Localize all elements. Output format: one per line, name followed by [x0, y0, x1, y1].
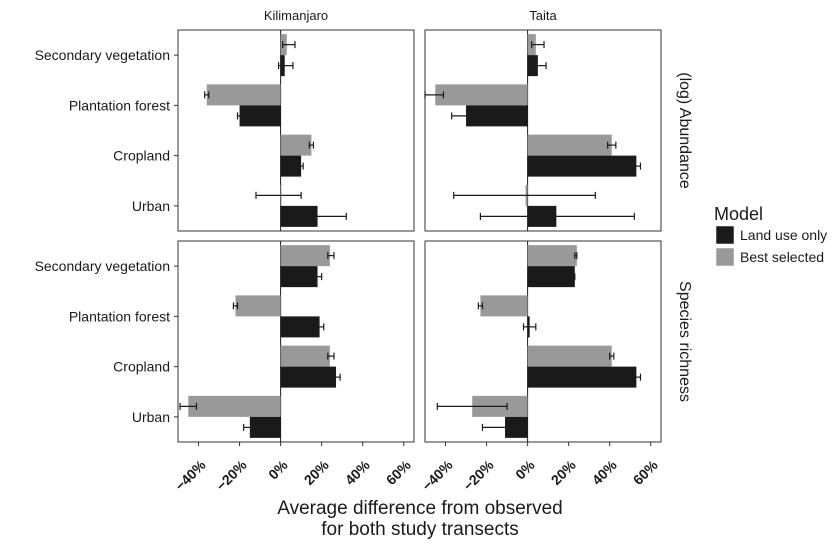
bar-best-selected-plantation-forest [235, 295, 281, 317]
x-tick-label-kilimanjaro-40: 40% [342, 456, 374, 488]
y-tick-label-cropland-species-richness: Cropland [113, 359, 170, 375]
bar-land-use-only-plantation-forest [239, 105, 281, 127]
y-tick-label-cropland-log-abundance: Cropland [113, 148, 170, 164]
bar-land-use-only-secondary-vegetation [280, 266, 318, 288]
x-tick-label-kilimanjaro-20: 20% [301, 456, 333, 488]
bar-land-use-only-cropland [280, 155, 302, 177]
x-tick-label-kilimanjaro--40: −40% [172, 456, 209, 493]
x-tick-label-taita-40: 40% [589, 456, 621, 488]
x-tick-label-kilimanjaro-0: 0% [265, 456, 291, 482]
bar-best-selected-plantation-forest [435, 84, 528, 106]
facet-label-taita: Taita [529, 8, 557, 23]
bar-best-selected-cropland [527, 134, 612, 156]
bar-land-use-only-plantation-forest [280, 316, 320, 338]
legend-label-best-selected: Best selected [740, 249, 824, 265]
bar-best-selected-secondary-vegetation [280, 245, 330, 267]
panel-kilimanjaro-species-richness [177, 240, 415, 443]
y-tick-label-plantation-forest-log-abundance: Plantation forest [69, 97, 170, 113]
bar-land-use-only-secondary-vegetation [527, 266, 575, 288]
x-tick-label-taita--20: −20% [460, 456, 497, 493]
x-tick-label-kilimanjaro-60: 60% [383, 456, 415, 488]
xlabel-line2: for both study transects [321, 519, 519, 540]
y-tick-label-urban-species-richness: Urban [132, 409, 170, 425]
legend-title: Model [714, 204, 763, 224]
bar-best-selected-cropland [527, 345, 612, 367]
bar-land-use-only-cropland [527, 155, 637, 177]
x-tick-label-taita--40: −40% [419, 456, 456, 493]
panel-taita-log-abundance [424, 29, 662, 232]
x-tick-label-taita-60: 60% [630, 456, 662, 488]
xlabel-line1: Average difference from observed [277, 498, 563, 519]
panel-taita-species-richness [424, 240, 662, 443]
bar-land-use-only-plantation-forest [466, 105, 528, 127]
y-tick-label-secondary-vegetation-species-richness: Secondary vegetation [35, 258, 170, 274]
panel-kilimanjaro-log-abundance [177, 29, 415, 232]
bar-best-selected-plantation-forest [206, 84, 281, 106]
y-tick-label-plantation-forest-species-richness: Plantation forest [69, 308, 170, 324]
bar-land-use-only-secondary-vegetation [527, 55, 538, 77]
bar-land-use-only-cropland [527, 366, 637, 388]
y-tick-label-secondary-vegetation-log-abundance: Secondary vegetation [35, 47, 170, 63]
bar-best-selected-cropland [280, 345, 330, 367]
x-tick-label-taita-0: 0% [512, 456, 538, 482]
bar-best-selected-urban [188, 395, 281, 417]
y-tick-label-urban-log-abundance: Urban [132, 198, 170, 214]
x-tick-label-taita-20: 20% [548, 456, 580, 488]
legend-swatch-land-use-only [715, 225, 735, 245]
x-tick-label-kilimanjaro--20: −20% [213, 456, 250, 493]
facet-label-species-richness: Species richness [676, 281, 693, 402]
facet-label-kilimanjaro: Kilimanjaro [264, 8, 328, 23]
bar-land-use-only-cropland [280, 366, 337, 388]
bar-best-selected-cropland [280, 134, 312, 156]
panel-frame [177, 29, 415, 232]
legend-label-land-use-only: Land use only [740, 227, 827, 243]
bar-land-use-only-urban [249, 416, 281, 438]
bar-best-selected-secondary-vegetation [527, 245, 577, 267]
bar-best-selected-plantation-forest [480, 295, 528, 317]
legend-swatch-best-selected [715, 247, 735, 267]
facet-label-log-abundance: (log) Abundance [676, 72, 693, 189]
panel-frame [424, 29, 662, 232]
